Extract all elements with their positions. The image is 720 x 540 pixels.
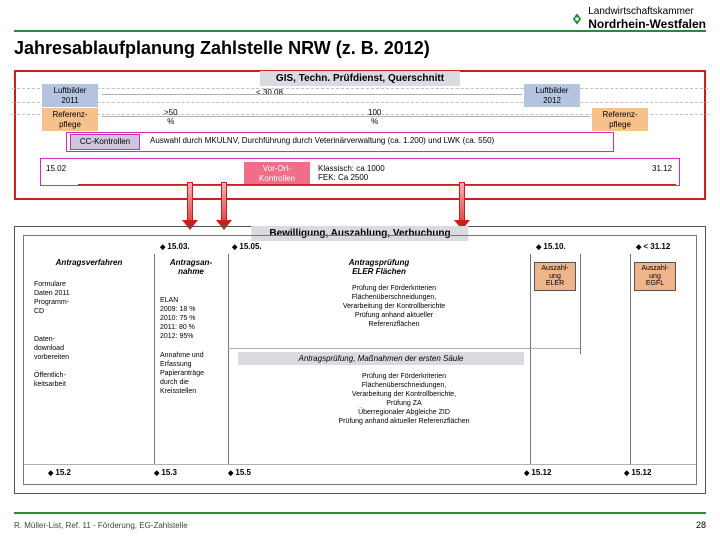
- vline: [154, 254, 155, 464]
- date-3008: < 30.08: [256, 88, 283, 97]
- d-1510: 15.10.: [536, 242, 566, 251]
- sub-box: Antragsprüfung, Maßnahmen der ersten Säu…: [238, 352, 524, 365]
- klassisch: Klassisch: ca 1000 FEK: Ca 2500: [318, 164, 385, 182]
- logo-line1: Landwirtschaftskammer: [588, 6, 706, 17]
- pct50: >50 %: [164, 108, 178, 126]
- footer-left: R. Müller-List, Ref. 11 - Förderung, EG-…: [14, 521, 188, 530]
- red-arrow: [218, 182, 230, 222]
- page-title: Jahresablaufplanung Zahlstelle NRW (z. B…: [14, 38, 430, 59]
- red-line: [78, 184, 676, 185]
- vline: [580, 254, 581, 354]
- dash-line: [12, 88, 708, 89]
- col1-head: Antragsverfahren: [30, 258, 148, 267]
- vline: [630, 254, 631, 464]
- footer-page: 28: [696, 520, 706, 530]
- slide: Landwirtschaftskammer Nordrhein-Westfale…: [0, 0, 720, 540]
- referenz-2-box: Referenz- pflege: [592, 108, 648, 131]
- logo-line2: Nordrhein-Westfalen: [588, 17, 706, 31]
- t5: 15.12: [624, 468, 651, 477]
- col3-head: Antragsprüfung ELER Flächen: [234, 258, 524, 276]
- sub-body: Prüfung der Förderkriterien Flächenübers…: [284, 372, 524, 427]
- col2-head: Antragsan- nahme: [158, 258, 224, 276]
- col1-body: Formulare Daten 2011 Programm- CD Daten-…: [34, 280, 144, 389]
- header-divider: [14, 30, 706, 32]
- t1: 15.2: [48, 468, 71, 477]
- lower-panel: Bewilligung, Auszahlung, Verbuchung 15.0…: [14, 226, 706, 494]
- d-1503: 15.03.: [160, 242, 190, 251]
- d-lt3112: < 31.12: [636, 242, 670, 251]
- hline: [228, 348, 580, 349]
- t4: 15.12: [524, 468, 551, 477]
- upper-panel: GIS, Techn. Prüfdienst, Querschnitt Luft…: [14, 70, 706, 200]
- logo: Landwirtschaftskammer Nordrhein-Westfale…: [570, 6, 706, 31]
- line: [102, 94, 522, 95]
- red-arrow: [184, 182, 196, 222]
- vline: [228, 254, 229, 464]
- red-arrow: [456, 182, 468, 222]
- date-3112: 31.12: [652, 164, 672, 173]
- col3-body: Prüfung der Förderkriterien Flächenübers…: [284, 284, 504, 329]
- col2-body: ELAN 2009: 18 % 2010: 75 % 2011: 80 % 20…: [160, 296, 224, 396]
- luftbilder-2012-box: Luftbilder 2012: [524, 84, 580, 107]
- d-1505: 15.05.: [232, 242, 262, 251]
- line: [102, 116, 590, 117]
- pay-egfl-box: Auszahl- ung EGFL: [634, 262, 676, 291]
- footer-divider: [14, 512, 706, 514]
- cc-outline: [66, 132, 614, 152]
- referenz-1-box: Referenz- pflege: [42, 108, 98, 131]
- vor-ort-box: Vor-Ort- Kontrollen: [244, 162, 310, 185]
- logo-icon: [570, 12, 584, 26]
- vline: [530, 254, 531, 464]
- dash-line: [12, 102, 708, 103]
- upper-title: GIS, Techn. Prüfdienst, Querschnitt: [260, 71, 460, 86]
- lower-inner: 15.03. 15.05. 15.10. < 31.12 Antragsverf…: [23, 235, 697, 485]
- luftbilder-2011-box: Luftbilder 2011: [42, 84, 98, 107]
- pay-eler-box: Auszahl- ung ELER: [534, 262, 576, 291]
- logo-text: Landwirtschaftskammer Nordrhein-Westfale…: [588, 6, 706, 31]
- hline: [24, 464, 696, 465]
- t3: 15.5: [228, 468, 251, 477]
- t2: 15.3: [154, 468, 177, 477]
- pct100: 100 %: [368, 108, 381, 126]
